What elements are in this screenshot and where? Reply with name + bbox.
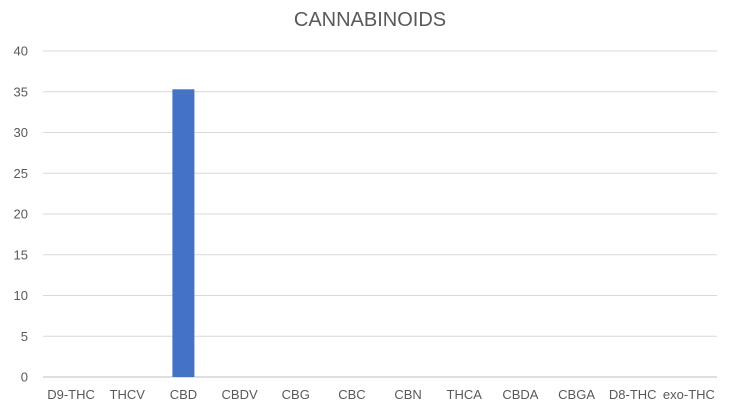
bar-cbd [172, 89, 195, 378]
y-tick-label: 30 [14, 125, 28, 140]
gridlines [43, 50, 717, 378]
y-tick-label: 5 [21, 329, 28, 344]
x-tick-label: THCA [447, 387, 483, 402]
y-tick-label: 25 [14, 166, 28, 181]
x-tick-label: THCV [110, 387, 146, 402]
x-tick-label: D8-THC [609, 387, 657, 402]
y-tick-label: 40 [14, 44, 28, 59]
chart-title: CANNABINOIDS [294, 9, 446, 31]
y-tick-label: 35 [14, 84, 28, 99]
x-tick-label: CBDA [502, 387, 538, 402]
x-tick-label: CBN [394, 387, 421, 402]
x-tick-label: CBC [338, 387, 365, 402]
y-tick-label: 0 [21, 370, 28, 385]
x-axis-tick-labels: D9-THC THCV CBD CBDV CBG CBC CBN THCA CBDA CBGA D8… [47, 387, 715, 402]
x-tick-label: CBDV [222, 387, 258, 402]
x-tick-label: CBG [282, 387, 310, 402]
bars [172, 89, 195, 378]
x-tick-label: CBD [170, 387, 197, 402]
y-tick-label: 10 [14, 288, 28, 303]
y-tick-label: 20 [14, 207, 28, 222]
x-tick-label: CBGA [558, 387, 595, 402]
y-axis-tick-labels: 0 5 10 15 20 25 30 35 40 [14, 44, 28, 385]
y-tick-label: 15 [14, 247, 28, 262]
x-tick-label: D9-THC [47, 387, 95, 402]
x-tick-label: exo-THC [663, 387, 715, 402]
